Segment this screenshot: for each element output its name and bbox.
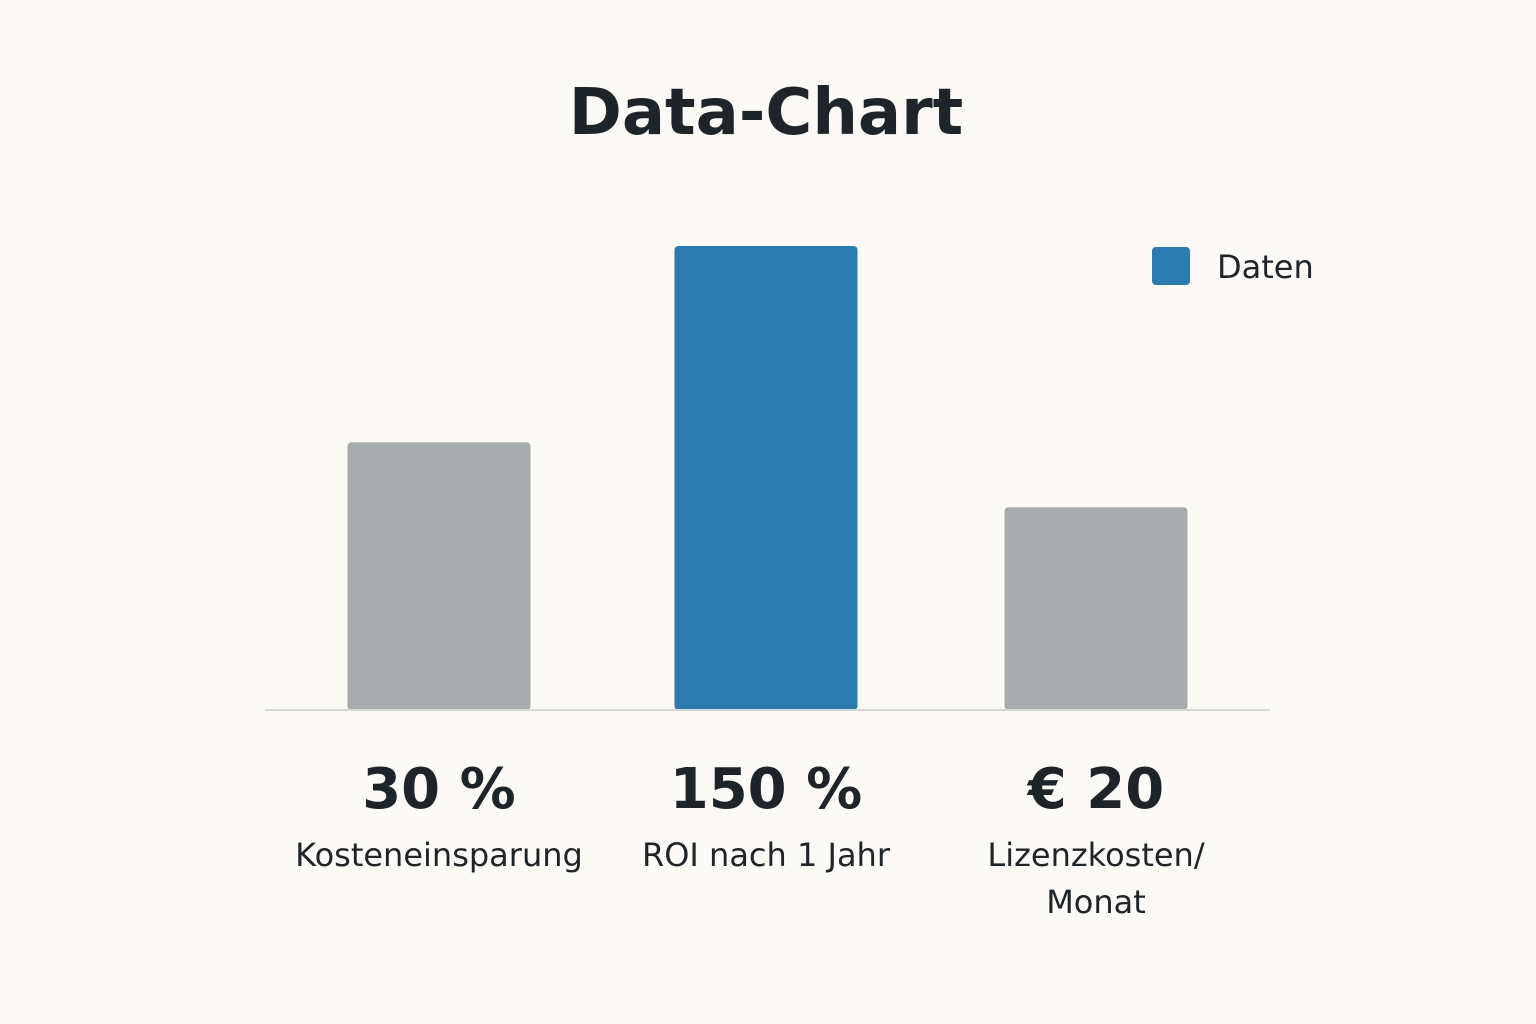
- category-label-lizenzkosten-monat-line-1: Lizenzkosten/: [987, 836, 1204, 874]
- value-label-lizenzkosten-monat: € 20: [1026, 757, 1164, 822]
- legend: Daten: [1152, 247, 1314, 286]
- labels-layer: 30 % Kosteneinsparung 150 % ROI nach 1 Jahr…: [295, 757, 1205, 921]
- value-label-roi-nach-1-jahr: 150 %: [670, 757, 863, 822]
- bar-roi-nach-1-jahr: [674, 246, 858, 710]
- legend-swatch: [1152, 247, 1190, 285]
- category-label-lizenzkosten-monat-line-2: Monat: [1046, 883, 1146, 921]
- bar-kosteneinsparung: [347, 442, 531, 710]
- bars-layer: [347, 246, 1188, 710]
- category-label-kosteneinsparung: Kosteneinsparung: [295, 836, 583, 874]
- chart-title: Data-Chart: [569, 76, 964, 150]
- legend-label-daten: Daten: [1217, 248, 1314, 286]
- category-label-roi-nach-1-jahr: ROI nach 1 Jahr: [642, 836, 891, 874]
- bar-lizenzkosten-monat: [1004, 507, 1188, 710]
- value-label-kosteneinsparung: 30 %: [362, 757, 516, 822]
